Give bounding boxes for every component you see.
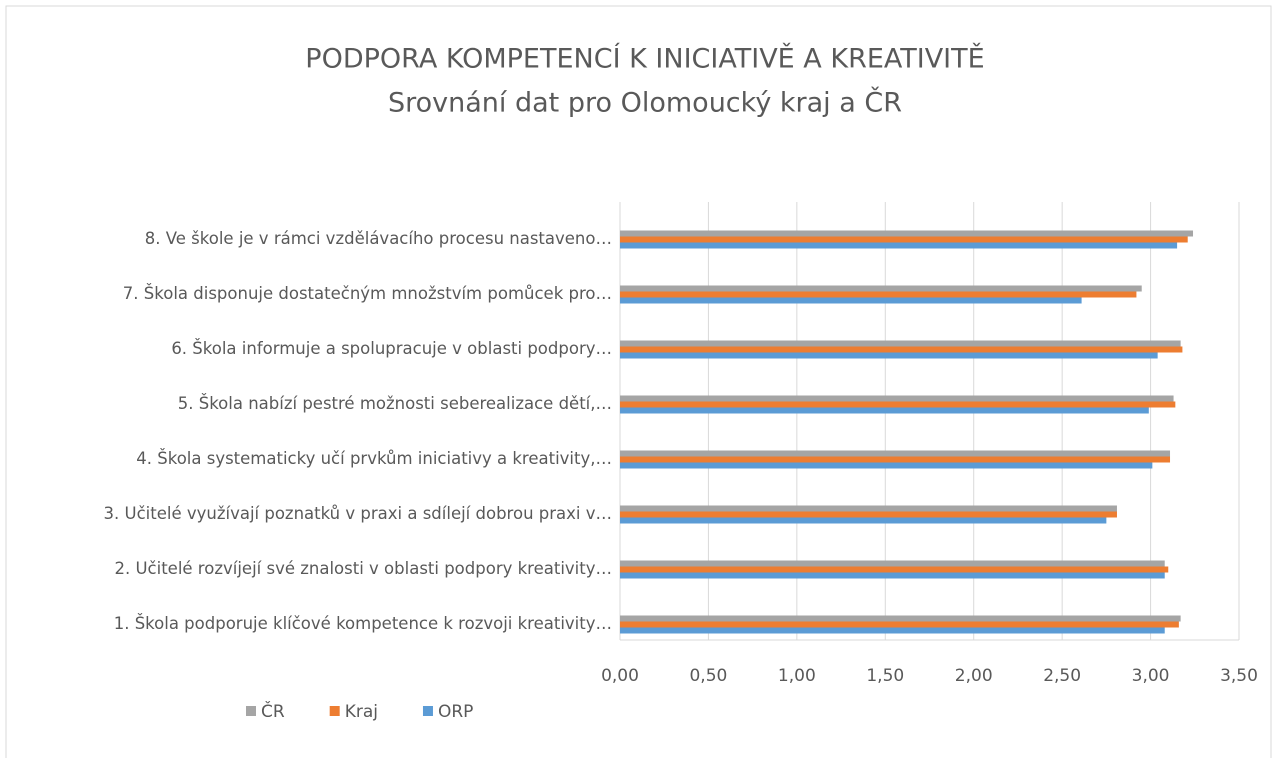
legend-label: Kraj [345, 702, 378, 722]
legend-label: ORP [438, 702, 473, 722]
bar [620, 340, 1181, 347]
chart-subtitle: Srovnání dat pro Olomoucký kraj a ČR [388, 87, 902, 119]
bar [620, 511, 1117, 518]
bar [620, 450, 1171, 457]
x-tick-label: 0,00 [601, 666, 639, 686]
bar [620, 297, 1082, 304]
y-tick-label: 8. Ve škole je v rámci vzdělávacího proc… [145, 229, 612, 248]
bar [620, 462, 1153, 469]
bar [620, 395, 1174, 402]
x-tick-label: 0,50 [689, 666, 727, 686]
legend-swatch [329, 706, 340, 716]
y-tick-label: 1. Škola podporuje klíčové kompetence k … [114, 614, 612, 633]
bar [620, 401, 1176, 408]
chart-title: PODPORA KOMPETENCÍ K INICIATIVĚ A KREATI… [305, 43, 984, 75]
bar [620, 346, 1183, 353]
x-tick-label: 2,00 [955, 666, 993, 686]
bar [620, 572, 1165, 579]
x-tick-label: 1,50 [866, 666, 904, 686]
y-tick-label: 2. Učitelé rozvíjejí své znalosti v obla… [114, 559, 612, 578]
bar [620, 230, 1194, 237]
x-tick-label: 3,00 [1132, 666, 1170, 686]
legend-swatch [246, 706, 256, 716]
bar [620, 505, 1117, 512]
bar [620, 456, 1171, 463]
x-tick-label: 2,50 [1043, 666, 1081, 686]
bar [620, 627, 1165, 634]
bar [620, 291, 1137, 298]
bar [620, 236, 1188, 243]
y-tick-label: 5. Škola nabízí pestré možnosti sebereal… [178, 394, 612, 413]
bar [620, 517, 1107, 524]
bar [620, 242, 1178, 249]
y-tick-label: 3. Učitelé využívají poznatků v praxi a … [104, 504, 612, 523]
bar [620, 621, 1179, 628]
bar [620, 407, 1149, 414]
legend-swatch [422, 706, 433, 716]
y-tick-label: 4. Škola systematicky učí prvkům iniciat… [136, 449, 612, 468]
x-tick-label: 3,50 [1220, 666, 1258, 686]
bar [620, 352, 1158, 359]
y-tick-label: 7. Škola disponuje dostatečným množstvím… [123, 284, 612, 303]
bar [620, 285, 1142, 292]
bar [620, 615, 1181, 622]
x-tick-label: 1,00 [778, 666, 816, 686]
legend-label: ČR [261, 700, 285, 722]
y-tick-label: 6. Škola informuje a spolupracuje v obla… [171, 339, 612, 358]
bar [620, 560, 1165, 567]
chart-border [5, 5, 1272, 758]
bar [620, 566, 1169, 573]
